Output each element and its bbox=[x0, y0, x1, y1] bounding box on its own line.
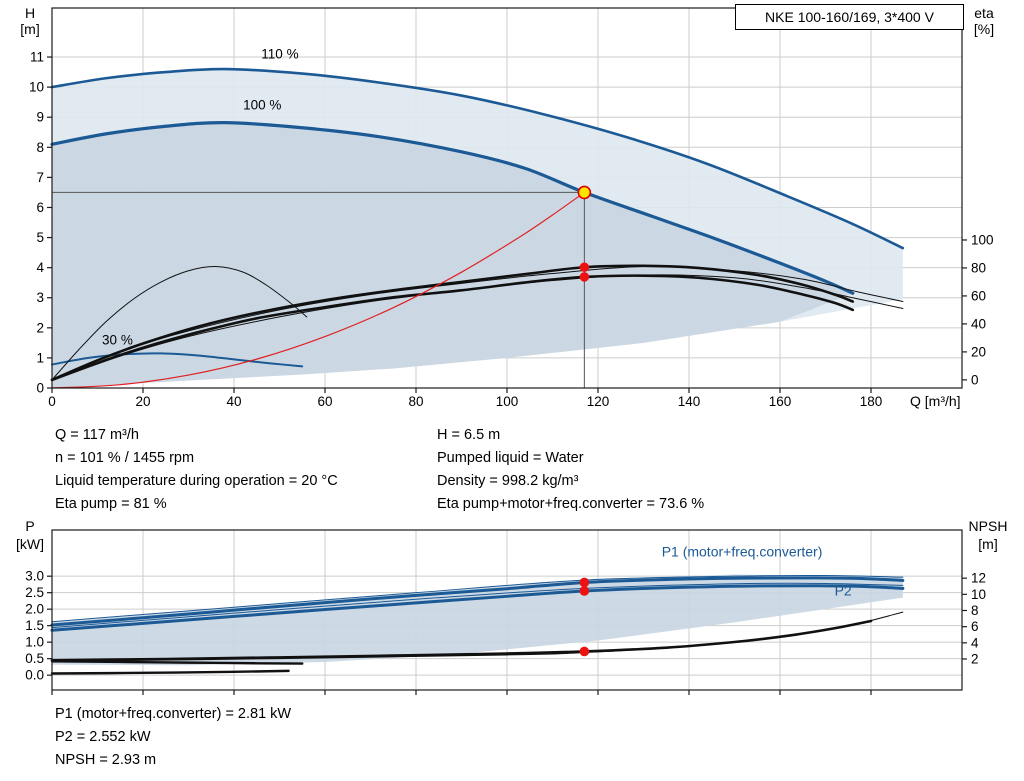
svg-text:eta: eta bbox=[974, 5, 994, 21]
svg-text:NPSH: NPSH bbox=[969, 518, 1008, 534]
svg-text:1: 1 bbox=[36, 350, 44, 365]
svg-text:1.5: 1.5 bbox=[25, 618, 44, 633]
eta-total-value: Eta pump+motor+freq.converter = 73.6 % bbox=[437, 496, 705, 512]
svg-text:2: 2 bbox=[971, 651, 979, 666]
duty-info-left: Q = 117 m³/h n = 101 % / 1455 rpm Liquid… bbox=[55, 424, 338, 516]
svg-text:3: 3 bbox=[36, 290, 44, 305]
duty-head: H = 6.5 m bbox=[437, 427, 501, 443]
svg-text:[m]: [m] bbox=[20, 21, 39, 37]
svg-text:8: 8 bbox=[36, 140, 44, 155]
svg-text:120: 120 bbox=[587, 394, 610, 409]
svg-text:80: 80 bbox=[408, 394, 423, 409]
svg-text:10: 10 bbox=[971, 587, 986, 602]
svg-text:1.0: 1.0 bbox=[25, 635, 44, 650]
duty-flow: Q = 117 m³/h bbox=[55, 427, 139, 443]
svg-text:0.5: 0.5 bbox=[25, 651, 44, 666]
duty-speed: n = 101 % / 1455 rpm bbox=[55, 450, 195, 466]
svg-text:7: 7 bbox=[36, 170, 44, 185]
svg-text:2.5: 2.5 bbox=[25, 585, 44, 600]
svg-text:[kW]: [kW] bbox=[16, 536, 44, 552]
svg-text:20: 20 bbox=[971, 344, 986, 359]
svg-text:11: 11 bbox=[30, 50, 44, 65]
svg-text:[m]: [m] bbox=[978, 536, 997, 552]
svg-text:5: 5 bbox=[36, 230, 44, 245]
svg-text:4: 4 bbox=[36, 260, 44, 275]
svg-text:3.0: 3.0 bbox=[25, 569, 44, 584]
p1-value: P1 (motor+freq.converter) = 2.81 kW bbox=[55, 706, 292, 722]
svg-text:4: 4 bbox=[971, 635, 979, 650]
svg-text:20: 20 bbox=[135, 394, 150, 409]
svg-text:100: 100 bbox=[971, 232, 994, 247]
power-info-block: P1 (motor+freq.converter) = 2.81 kW P2 =… bbox=[55, 703, 291, 772]
svg-text:6: 6 bbox=[971, 619, 979, 634]
p2-value: P2 = 2.552 kW bbox=[55, 729, 151, 745]
svg-text:110 %: 110 % bbox=[261, 47, 298, 62]
svg-text:40: 40 bbox=[226, 394, 241, 409]
density-value: Density = 998.2 kg/m³ bbox=[437, 473, 579, 489]
svg-text:60: 60 bbox=[317, 394, 332, 409]
hq-eta-chart: 0 1 2 3 4 5 6 7 8 9 10 11 0 20 40 60 80 100 0 20 40 60 80 100 12… bbox=[20, 5, 994, 409]
svg-text:40: 40 bbox=[971, 316, 986, 331]
svg-text:H: H bbox=[25, 5, 35, 21]
svg-text:Q [m³/h]: Q [m³/h] bbox=[910, 393, 961, 409]
svg-text:180: 180 bbox=[860, 394, 883, 409]
svg-text:8: 8 bbox=[971, 603, 979, 618]
svg-text:2.0: 2.0 bbox=[25, 602, 44, 617]
svg-text:[%]: [%] bbox=[974, 21, 994, 37]
svg-text:60: 60 bbox=[971, 288, 986, 303]
svg-text:P2: P2 bbox=[835, 582, 852, 598]
npsh-value: NPSH = 2.93 m bbox=[55, 752, 157, 768]
svg-text:0: 0 bbox=[36, 381, 44, 396]
svg-text:0: 0 bbox=[971, 372, 979, 387]
svg-text:12: 12 bbox=[971, 571, 986, 586]
svg-text:P1 (motor+freq.converter): P1 (motor+freq.converter) bbox=[662, 543, 823, 559]
svg-text:2: 2 bbox=[36, 320, 44, 335]
duty-info-right: H = 6.5 m Pumped liquid = Water Density … bbox=[437, 424, 704, 516]
svg-text:6: 6 bbox=[36, 200, 44, 215]
svg-text:140: 140 bbox=[678, 394, 701, 409]
liquid-temperature: Liquid temperature during operation = 20… bbox=[55, 473, 338, 489]
svg-text:80: 80 bbox=[971, 260, 986, 275]
eta-pump-value: Eta pump = 81 % bbox=[55, 496, 167, 512]
svg-text:9: 9 bbox=[36, 110, 44, 125]
svg-text:P: P bbox=[25, 518, 34, 534]
svg-text:30 %: 30 % bbox=[102, 332, 133, 347]
svg-text:10: 10 bbox=[29, 80, 44, 95]
svg-text:0.0: 0.0 bbox=[25, 668, 44, 683]
svg-text:0: 0 bbox=[48, 394, 56, 409]
svg-text:100 %: 100 % bbox=[243, 98, 281, 113]
pumped-liquid: Pumped liquid = Water bbox=[437, 450, 584, 466]
pump-title-box: NKE 100-160/169, 3*400 V bbox=[735, 4, 964, 30]
svg-text:160: 160 bbox=[769, 394, 792, 409]
svg-text:100: 100 bbox=[496, 394, 519, 409]
